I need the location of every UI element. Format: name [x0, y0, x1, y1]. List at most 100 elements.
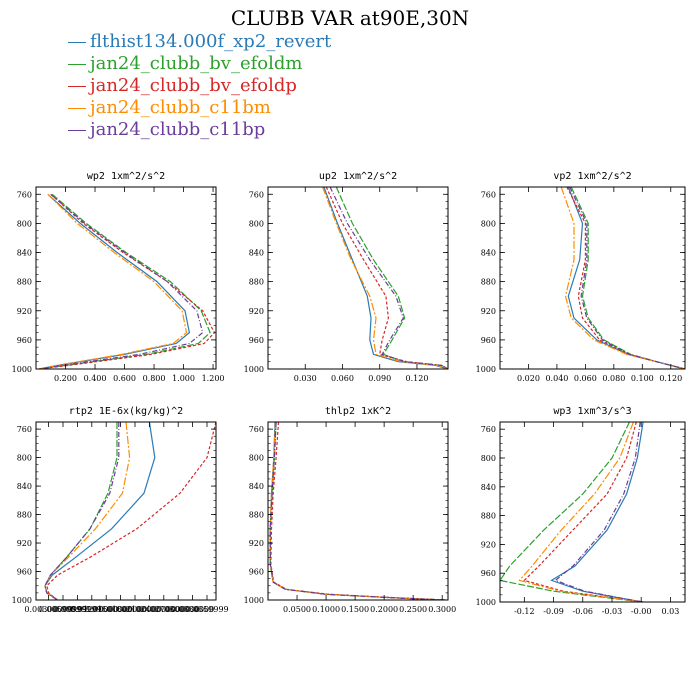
y-tick-label: 960 — [17, 568, 32, 577]
y-tick-label: 760 — [481, 425, 496, 434]
x-tick-label: 0.120 — [659, 374, 682, 383]
series-line — [335, 187, 448, 369]
y-tick-label: 840 — [17, 482, 32, 491]
series-line — [566, 187, 685, 369]
y-tick-label: 880 — [481, 512, 496, 521]
series-line — [269, 422, 446, 600]
series-line — [560, 187, 685, 369]
x-tick-label: 0.0330000 — [171, 605, 214, 614]
x-tick-label: 0.0210000 — [113, 605, 156, 614]
panel-title: wp3 1xm^3/s^3 — [553, 406, 631, 417]
series-line — [269, 422, 446, 600]
series-line — [44, 422, 131, 600]
chart-panel: up2 1xm^2/s^2 760 800 840 880 920 960 1000 0.030… — [244, 171, 449, 383]
x-tick-label: 1.200 — [202, 374, 225, 383]
y-tick-label: 1000 — [476, 598, 496, 607]
series-line — [569, 187, 685, 369]
x-tick-label: 0.030 — [294, 374, 317, 383]
legend-label: jan24_clubb_bv_efoldm — [90, 53, 303, 74]
x-tick-label: 0.0180000 — [99, 605, 142, 614]
panel-title: rtp2 1E-6x(kg/kg)^2 — [69, 406, 183, 417]
legend-swatch — [68, 129, 86, 131]
panel-title: vp2 1xm^2/s^2 — [553, 171, 631, 182]
series-line — [325, 187, 448, 369]
y-tick-label: 920 — [17, 539, 32, 548]
x-tick-label: -0.00 — [631, 607, 652, 616]
y-tick-label: 800 — [481, 219, 496, 228]
legend-swatch — [68, 85, 86, 87]
y-tick-label: 880 — [249, 278, 264, 287]
series-line — [329, 187, 448, 369]
legend-swatch — [68, 107, 86, 109]
plot-frame — [499, 421, 686, 603]
legend: flthist134.000f_xp2_revert jan24_clubb_b… — [68, 31, 331, 141]
y-tick-label: 880 — [249, 511, 264, 520]
y-tick-label: 1000 — [244, 365, 264, 374]
x-tick-label: 0.800 — [143, 374, 166, 383]
x-tick-label: 0.1500 — [341, 605, 369, 614]
plot-frame — [499, 186, 686, 370]
chart-panel: rtp2 1E-6x(kg/kg)^2 760 800 840 880 920 960 100… — [12, 406, 229, 614]
y-tick-label: 960 — [249, 568, 264, 577]
plot-frame — [35, 186, 217, 370]
y-tick-label: 760 — [249, 425, 264, 434]
legend-item: jan24_clubb_bv_efoldp — [68, 75, 331, 97]
series-line — [44, 422, 118, 600]
x-tick-label: 0.0240000 — [128, 605, 171, 614]
x-tick-label: 0.1000 — [312, 605, 340, 614]
y-tick-label: 880 — [17, 278, 32, 287]
x-tick-label: 0.00899999 — [53, 605, 101, 614]
x-tick-label: -0.12 — [514, 607, 535, 616]
legend-label: flthist134.000f_xp2_revert — [90, 31, 332, 52]
x-tick-label: 0.200 — [54, 374, 77, 383]
x-tick-label: 0.00300000 — [24, 605, 72, 614]
x-tick-label: 0.0300000 — [157, 605, 200, 614]
y-tick-label: 920 — [249, 539, 264, 548]
panel-title: wp2 1xm^2/s^2 — [87, 171, 165, 182]
series-line — [270, 422, 446, 600]
y-tick-label: 760 — [17, 190, 32, 199]
y-tick-label: 920 — [481, 540, 496, 549]
series-line — [38, 193, 211, 369]
legend-item: jan24_clubb_bv_efoldm — [68, 53, 331, 75]
y-tick-label: 1000 — [244, 596, 264, 605]
x-tick-label: 0.100 — [631, 374, 654, 383]
y-tick-label: 1000 — [12, 365, 32, 374]
y-tick-label: 960 — [481, 569, 496, 578]
figure-title: CLUBB VAR at90E,30N — [230, 6, 470, 30]
legend-swatch — [68, 63, 86, 65]
series-line — [38, 193, 188, 369]
x-tick-label: 0.2000 — [370, 605, 398, 614]
x-tick-label: -0.06 — [573, 607, 594, 616]
y-tick-label: 840 — [17, 249, 32, 258]
panel-title: up2 1xm^2/s^2 — [319, 171, 397, 182]
y-tick-label: 880 — [17, 511, 32, 520]
x-tick-label: -0.09 — [543, 607, 564, 616]
panel-title: thlp2 1xK^2 — [325, 406, 391, 417]
series-line — [322, 187, 448, 369]
y-tick-label: 760 — [17, 425, 32, 434]
y-tick-label: 880 — [481, 278, 496, 287]
y-tick-label: 840 — [249, 249, 264, 258]
series-line — [518, 422, 644, 602]
x-tick-label: 0.0500 — [283, 605, 311, 614]
x-tick-label: 0.600 — [113, 374, 136, 383]
y-tick-label: 840 — [481, 249, 496, 258]
legend-label: jan24_clubb_bv_efoldp — [90, 75, 297, 96]
x-tick-label: 0.080 — [602, 374, 625, 383]
legend-label: jan24_clubb_c11bp — [90, 119, 266, 140]
series-line — [554, 422, 644, 602]
chart-panel: wp3 1xm^3/s^3 760 800 840 880 920 960 1000 -0.12… — [476, 406, 686, 616]
x-tick-label: 0.3000 — [428, 605, 456, 614]
x-tick-label: 0.400 — [84, 374, 107, 383]
x-tick-label: -0.03 — [602, 607, 623, 616]
series-line — [500, 422, 644, 602]
y-tick-label: 1000 — [12, 596, 32, 605]
y-tick-label: 840 — [249, 482, 264, 491]
series-line — [269, 422, 446, 600]
x-tick-label: 0.040 — [545, 374, 568, 383]
legend-swatch — [68, 41, 86, 43]
legend-item: flthist134.000f_xp2_revert — [68, 31, 331, 53]
